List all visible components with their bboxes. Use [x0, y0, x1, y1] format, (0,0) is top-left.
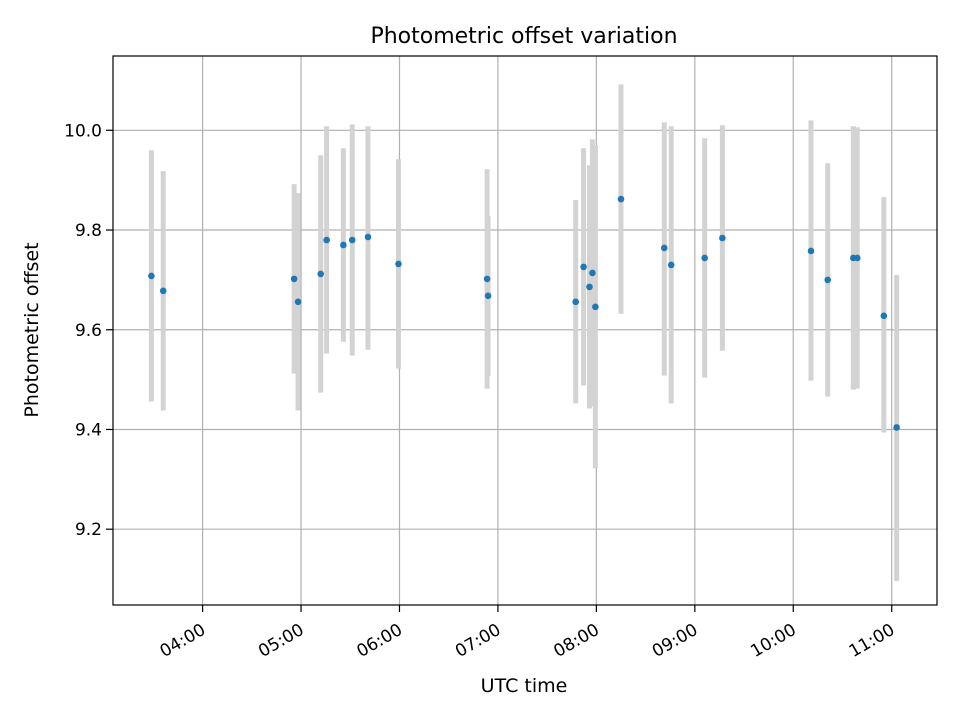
y-tick-label: 9.2	[75, 520, 102, 540]
data-point	[348, 236, 356, 244]
data-point	[719, 234, 726, 242]
y-tick-label: 10.0	[64, 121, 102, 141]
chart-title: Photometric offset variation	[370, 24, 677, 49]
data-point	[880, 312, 888, 320]
x-tick-label: 09:00	[649, 620, 701, 662]
data-point	[667, 261, 675, 269]
x-axis-ticks: 04:00 05:00 06:00 07:00 08:00 09:00 10:00 11:00	[157, 605, 898, 662]
data-point	[572, 298, 580, 306]
x-tick-label: 10:00	[747, 620, 799, 662]
data-point	[364, 233, 372, 241]
data-point	[617, 195, 625, 203]
data-point	[159, 287, 167, 295]
data-point	[294, 298, 302, 306]
data-point	[824, 276, 832, 284]
data-point	[586, 283, 593, 291]
plot-frame	[112, 55, 938, 606]
data-point	[661, 244, 668, 252]
data-point	[701, 254, 708, 262]
x-tick-label: 11:00	[846, 620, 898, 662]
y-tick-label: 9.8	[75, 221, 102, 241]
x-tick-label: 04:00	[157, 620, 209, 662]
data-point	[853, 254, 861, 262]
y-tick-label: 9.6	[75, 321, 102, 341]
x-axis-label: UTC time	[481, 675, 568, 697]
data-point	[807, 247, 815, 255]
x-tick-label: 06:00	[354, 620, 406, 662]
data-point	[484, 292, 492, 300]
data-point	[395, 260, 402, 268]
data-point	[323, 236, 330, 244]
y-tick-label: 9.4	[75, 420, 102, 440]
data-point	[589, 269, 596, 277]
x-tick-label: 07:00	[452, 620, 504, 662]
data-point	[893, 424, 900, 431]
data-points	[148, 195, 900, 431]
error-bars	[148, 84, 900, 582]
data-point	[592, 303, 599, 311]
x-tick-label: 05:00	[255, 620, 307, 662]
data-point	[317, 270, 325, 278]
x-tick-label: 08:00	[550, 620, 602, 662]
data-point	[580, 263, 587, 271]
data-point	[340, 241, 347, 249]
y-axis-label: Photometric offset	[21, 242, 43, 417]
data-point	[290, 275, 298, 283]
data-point	[483, 275, 491, 283]
data-point	[148, 272, 155, 280]
y-axis-ticks: 9.2 9.4 9.6 9.8 10.0	[64, 121, 113, 540]
